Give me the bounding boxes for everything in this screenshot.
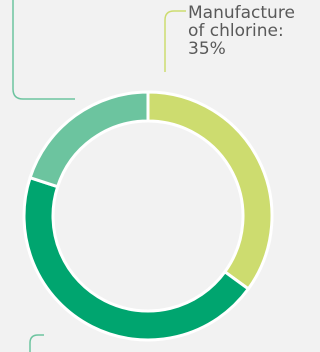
leader-lines [12, 0, 186, 352]
leader-line-slice-2 [29, 334, 44, 352]
donut-slice-slice-3 [28, 90, 150, 189]
data-label-manufacture-of-chlorine-line2: of chlorine: [188, 21, 284, 41]
donut-slice-slice-2 [22, 176, 250, 342]
donut-slice-manufacture-of-chlorine [146, 90, 274, 291]
data-label-manufacture-of-chlorine-line3: 35% [188, 39, 226, 59]
data-label-manufacture-of-chlorine-line1: Manufacture [188, 3, 295, 23]
leader-line-slice-3 [12, 0, 75, 100]
leader-line-manufacture-of-chlorine [164, 10, 186, 72]
donut-slices [22, 90, 274, 342]
data-label-manufacture-of-chlorine: Manufacture of chlorine: 35% [188, 4, 295, 58]
